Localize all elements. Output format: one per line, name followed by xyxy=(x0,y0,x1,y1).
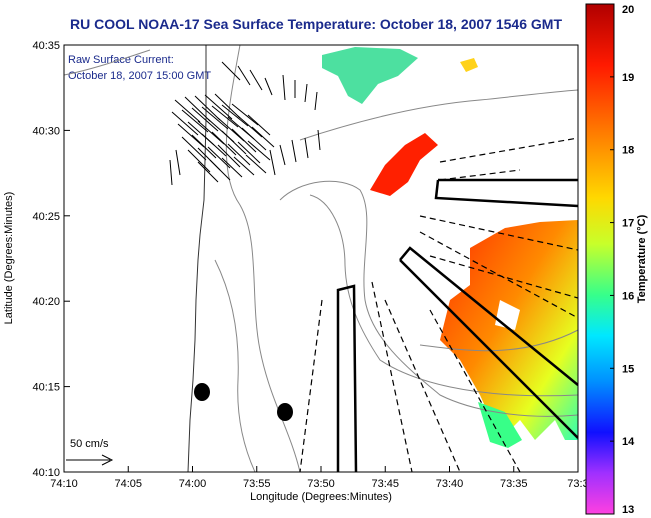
current-vectors xyxy=(169,61,321,186)
transect-boundaries xyxy=(299,137,578,472)
colorbar-tick-label: 16 xyxy=(622,290,634,302)
depth-contour xyxy=(279,180,578,417)
x-tick-label: 73:3 xyxy=(567,478,588,490)
x-tick-label: 73:50 xyxy=(307,478,335,490)
y-tick-label: 40:35 xyxy=(32,40,60,52)
depth-contour xyxy=(309,194,578,397)
annotation-line-1: Raw Surface Current: xyxy=(68,54,174,66)
x-tick-label: 74:00 xyxy=(179,478,207,490)
x-tick-label: 74:05 xyxy=(114,478,142,490)
sst-patch-north xyxy=(322,47,418,104)
x-tick-label: 73:45 xyxy=(371,478,399,490)
depth-contour xyxy=(214,259,256,472)
x-tick-label: 73:40 xyxy=(436,478,464,490)
y-tick-label: 40:30 xyxy=(32,125,60,137)
x-tick-label: 73:55 xyxy=(243,478,271,490)
annotation-line-2: October 18, 2007 15:00 GMT xyxy=(68,70,211,82)
scale-label: 50 cm/s xyxy=(70,438,109,450)
colorbar-label: Temperature (°C) xyxy=(636,214,648,303)
y-tick-label: 40:10 xyxy=(32,467,60,479)
colorbar-tick-label: 14 xyxy=(622,436,635,448)
station-marker xyxy=(194,383,210,401)
map-layer xyxy=(64,45,578,472)
depth-contour xyxy=(299,89,578,141)
colorbar-tick-label: 15 xyxy=(622,363,634,375)
y-axis-label: Latitude (Degrees:Minutes) xyxy=(3,192,15,325)
y-tick-label: 40:20 xyxy=(32,296,60,308)
colorbar-tick-label: 17 xyxy=(622,218,634,230)
y-tick-label: 40:25 xyxy=(32,211,60,223)
y-axis: 40:35 40:30 40:25 40:20 40:15 40:10 xyxy=(32,40,70,479)
colorbar-tick-label: 20 xyxy=(622,4,634,16)
x-tick-label: 74:10 xyxy=(50,478,78,490)
y-tick-label: 40:15 xyxy=(32,382,60,394)
colorbar-tick-label: 19 xyxy=(622,72,634,84)
station-marker xyxy=(277,403,293,421)
colorbar xyxy=(585,3,615,515)
x-axis: 74:10 74:05 74:00 73:55 73:50 73:45 73:40 73:35… xyxy=(50,466,589,490)
coastline xyxy=(187,45,207,472)
sst-patch-red xyxy=(370,133,438,196)
colorbar-tick-label: 18 xyxy=(622,145,634,157)
x-tick-label: 73:35 xyxy=(500,478,528,490)
depth-contour xyxy=(64,45,301,472)
chart-title: RU COOL NOAA-17 Sea Surface Temperature:… xyxy=(70,16,562,32)
sst-patch-south xyxy=(478,402,522,448)
scale-arrow: 50 cm/s xyxy=(66,438,114,466)
colorbar-ticks: 20 19 18 17 16 15 14 13 xyxy=(610,3,635,516)
sst-patch-north-yellow xyxy=(460,58,478,72)
colorbar-tick-label: 13 xyxy=(622,504,634,516)
x-axis-label: Longitude (Degrees:Minutes) xyxy=(250,491,392,503)
